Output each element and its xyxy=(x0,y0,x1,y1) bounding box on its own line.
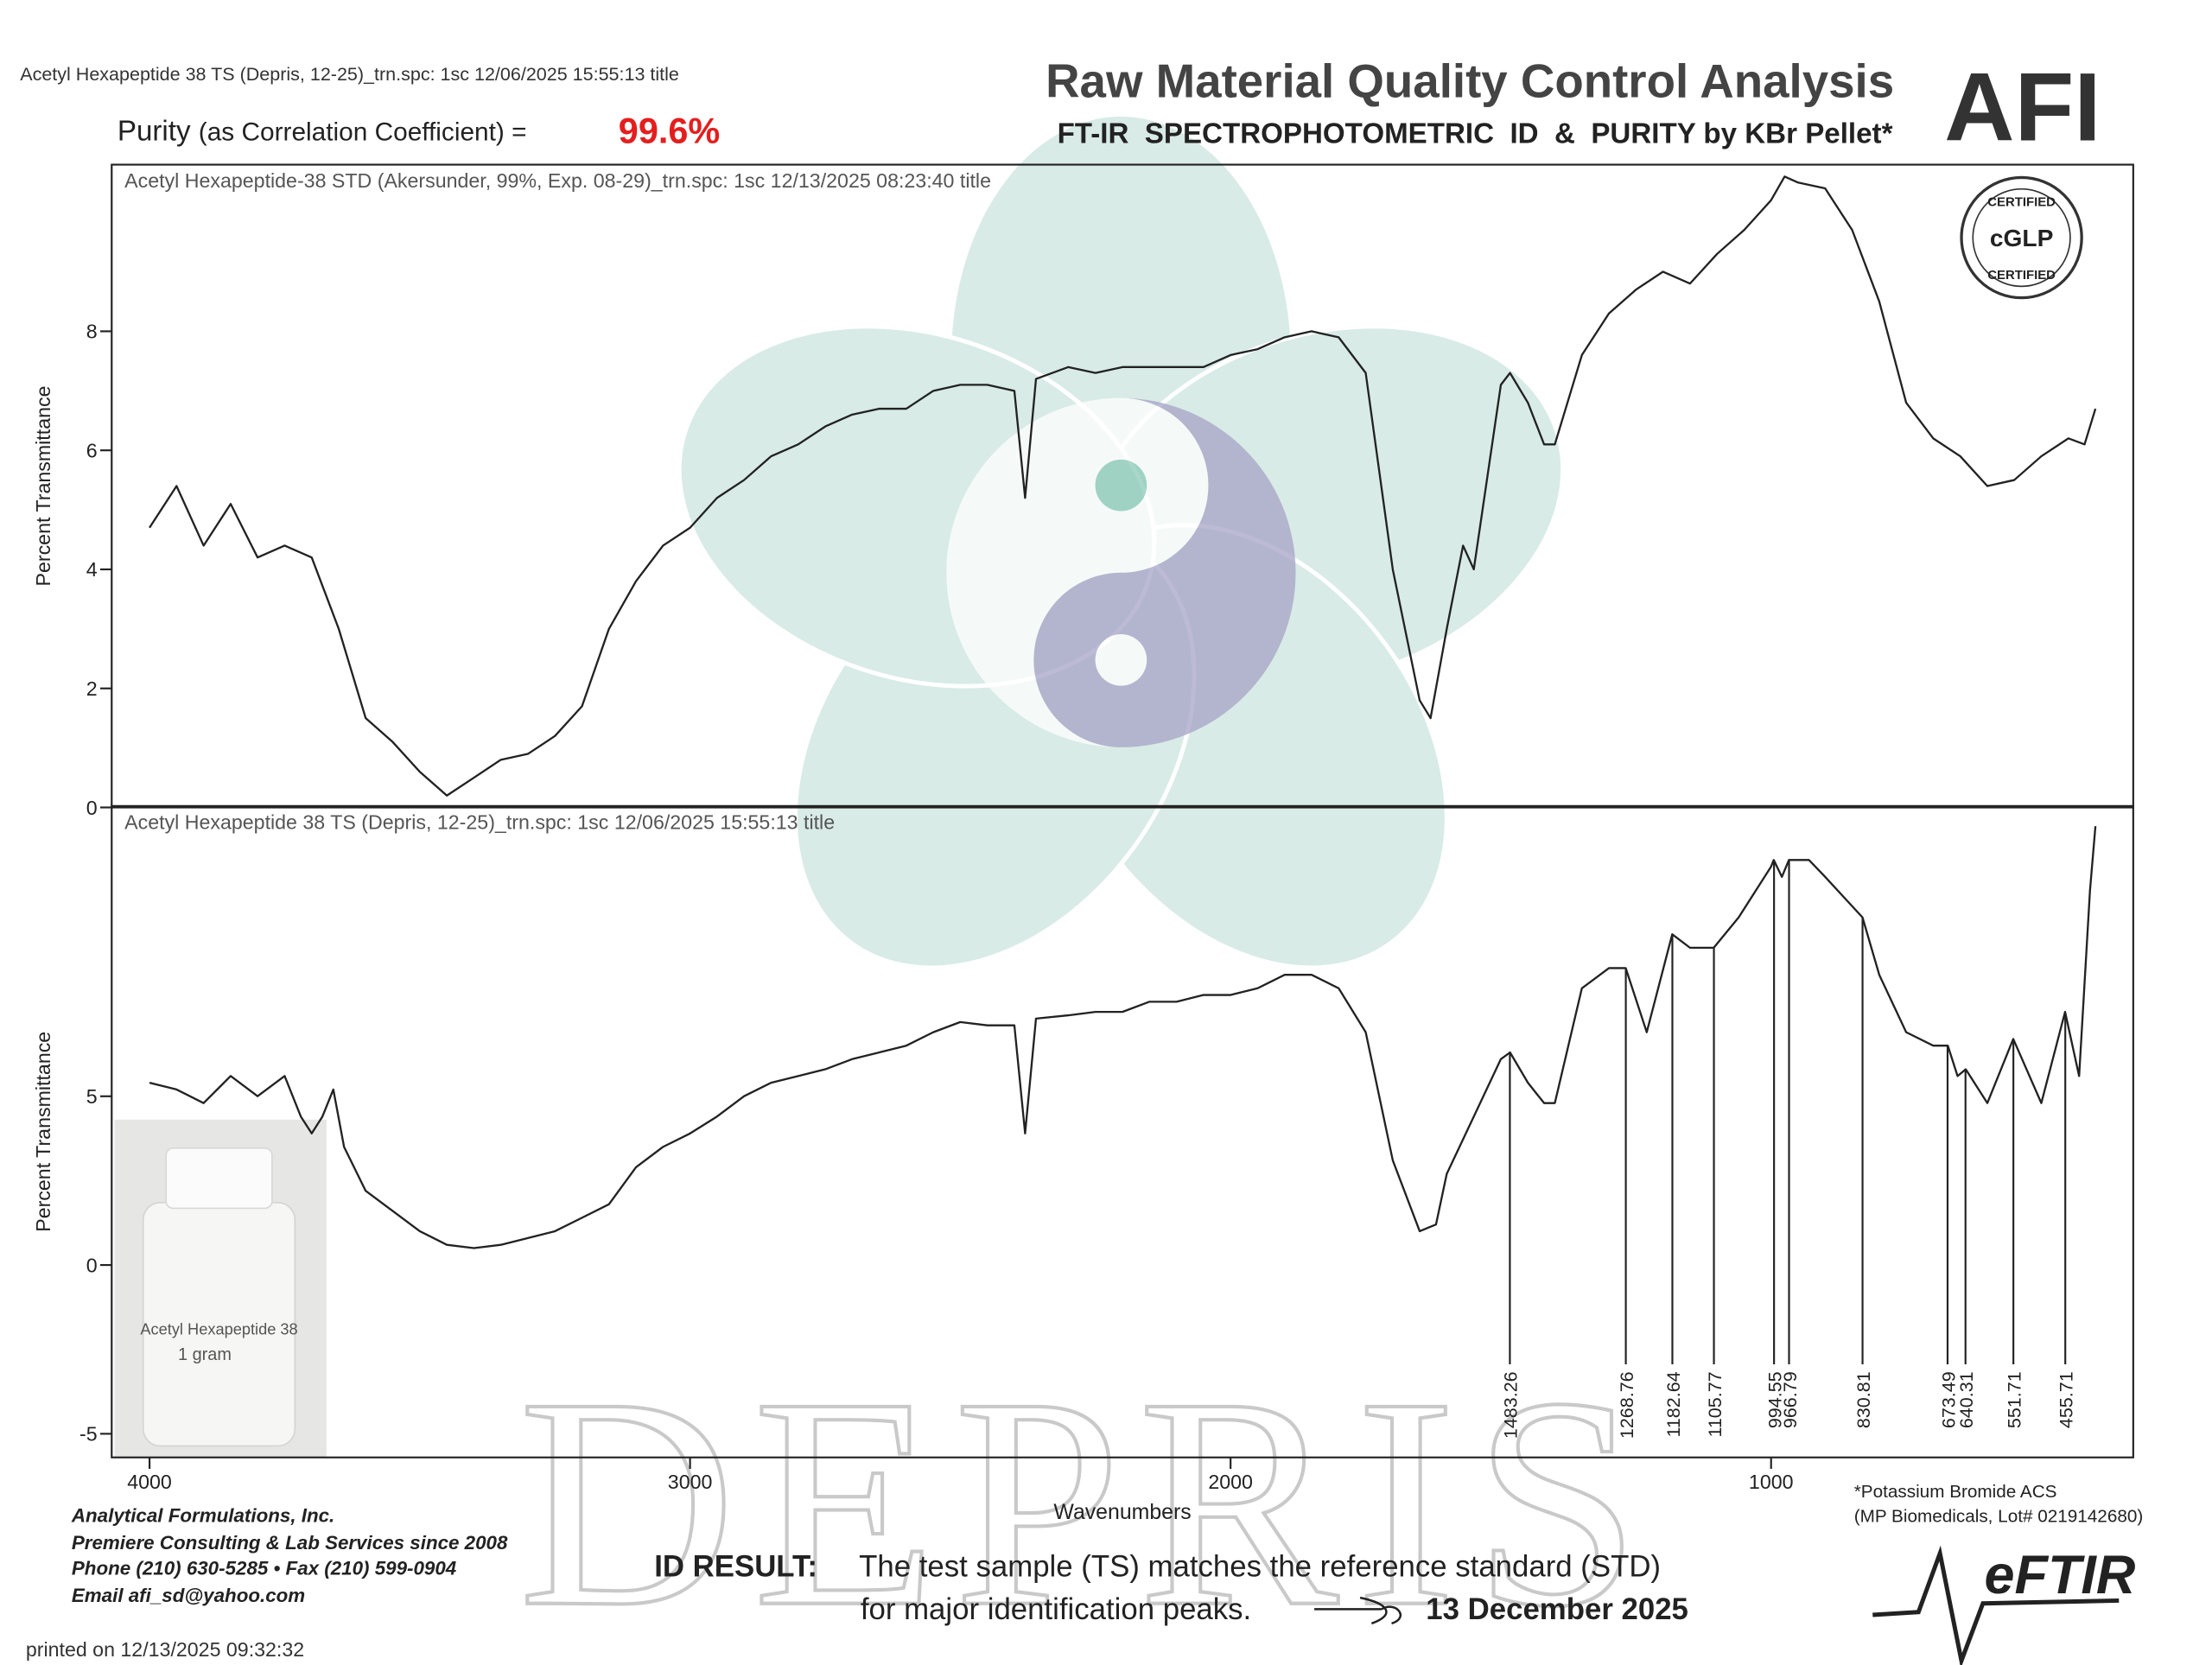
company-line: Analytical Formulations, Inc. xyxy=(71,1504,334,1526)
company-line: Phone (210) 630-5285 • Fax (210) 599-090… xyxy=(72,1558,457,1579)
peak-label: 1268.76 xyxy=(1617,1371,1637,1439)
badge-center: cGLP xyxy=(1990,225,2054,251)
purity-label: Purity (as Correlation Coefficient) = xyxy=(118,115,527,147)
cglp-badge: CERTIFIED cGLP CERTIFIED xyxy=(1960,175,2083,300)
printed-on: printed on 12/13/2025 09:32:32 xyxy=(26,1638,304,1661)
x-tick-label: 2000 xyxy=(1208,1471,1253,1493)
x-tick-label: 1000 xyxy=(1749,1471,1794,1493)
chart-title: Acetyl Hexapeptide-38 STD (Akersunder, 9… xyxy=(124,169,991,192)
y-tick-label: 4 xyxy=(86,558,98,581)
file-line: Acetyl Hexapeptide 38 TS (Depris, 12-25)… xyxy=(20,64,679,85)
subtitle: FT-IR SPECTROPHOTOMETRIC ID & PURITY by … xyxy=(1058,118,1893,150)
purity-note: (as Correlation Coefficient) = xyxy=(199,118,527,146)
result-line: The test sample (TS) matches the referen… xyxy=(859,1550,1661,1583)
badge-top: CERTIFIED xyxy=(1987,196,2056,210)
spectrum-line xyxy=(149,826,2097,1249)
plot-frame xyxy=(111,804,2134,1458)
peak-label: 640.31 xyxy=(1956,1371,1977,1428)
signature xyxy=(1314,1596,1402,1625)
y-tick-label: 0 xyxy=(86,1254,98,1276)
title: Raw Material Quality Control Analysis xyxy=(1046,55,1894,108)
purity-word: Purity xyxy=(118,115,191,147)
peak-label: 455.71 xyxy=(2056,1371,2076,1428)
company-line: Email afi_sd@yahoo.com xyxy=(72,1585,305,1606)
y-tick-label: 0 xyxy=(86,797,98,819)
photo-label: Acetyl Hexapeptide 38 xyxy=(140,1320,297,1338)
peak-label: 966.79 xyxy=(1780,1371,1801,1428)
watermark: DEPRIS xyxy=(518,1337,1657,1665)
y-axis-label: Percent Transmittance xyxy=(32,1032,54,1232)
x-tick-label: 3000 xyxy=(668,1471,713,1493)
y-tick-label: 6 xyxy=(86,439,98,461)
peak-label: 1182.64 xyxy=(1663,1371,1684,1437)
result-line: for major identification peaks. xyxy=(861,1593,1251,1626)
result-label: ID RESULT: xyxy=(654,1550,817,1583)
brand-logo-line xyxy=(1872,1545,2120,1665)
peak-label: 673.49 xyxy=(1938,1371,1959,1428)
y-axis-label: Percent Transmittance xyxy=(32,386,54,587)
y-tick-label: -5 xyxy=(79,1423,98,1446)
spectrum-line xyxy=(149,175,2097,797)
y-tick-label: 8 xyxy=(86,321,98,343)
brand: eFTIR xyxy=(1985,1545,2136,1605)
peak-label: 1483.26 xyxy=(1501,1371,1522,1439)
x-axis-label: Wavenumbers xyxy=(1053,1501,1191,1524)
peak-label: 830.81 xyxy=(1853,1371,1874,1428)
sample-photo: Acetyl Hexapeptide 38 1 gram xyxy=(114,1119,327,1458)
y-tick-label: 2 xyxy=(86,677,98,700)
plot-frame xyxy=(111,163,2134,809)
y-tick-label: 5 xyxy=(86,1085,98,1108)
company-line: Premiere Consulting & Lab Services since… xyxy=(72,1532,508,1554)
x-tick-label: 4000 xyxy=(127,1471,172,1493)
kbr-note: (MP Biomedicals, Lot# 0219142680) xyxy=(1854,1506,2144,1526)
peak-label: 551.71 xyxy=(2004,1371,2024,1428)
chart-title: Acetyl Hexapeptide 38 TS (Depris, 12-25)… xyxy=(124,810,835,833)
kbr-note: *Potassium Bromide ACS xyxy=(1854,1482,2057,1502)
peak-label: 1105.77 xyxy=(1705,1371,1726,1437)
peak-label: 994.55 xyxy=(1764,1371,1785,1428)
yin-yang xyxy=(946,397,1296,747)
badge-bottom: CERTIFIED xyxy=(1987,269,2056,283)
purity-value: 99.6% xyxy=(619,111,720,151)
result-date: 13 December 2025 xyxy=(1426,1593,1688,1626)
photo-amount: 1 gram xyxy=(178,1345,232,1364)
logo: AFI xyxy=(1944,52,2101,161)
company-block: Analytical Formulations, Inc. Premiere C… xyxy=(71,1504,508,1606)
